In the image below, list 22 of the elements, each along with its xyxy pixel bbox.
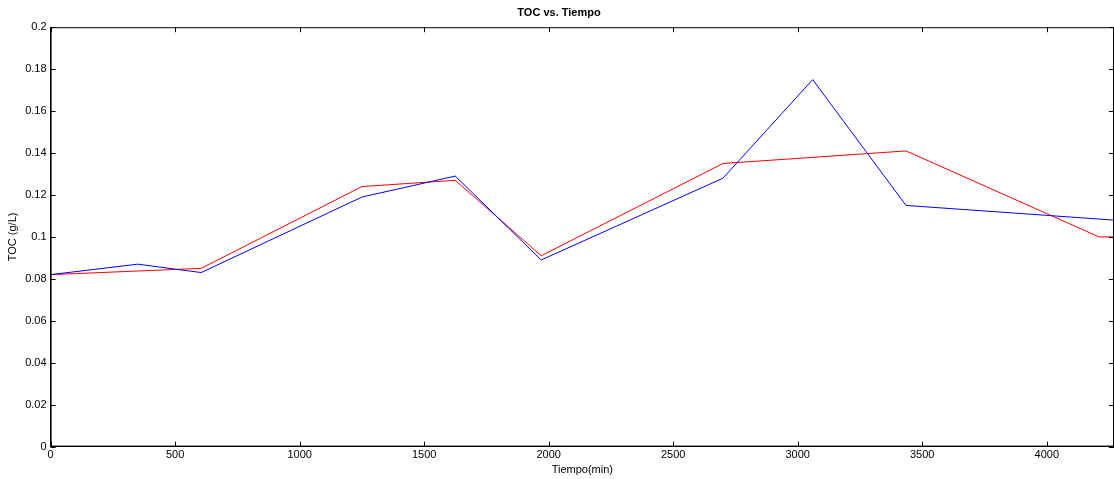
x-axis-title: Tiempo(min) (551, 463, 613, 476)
x-tick-label: 3500 (910, 448, 935, 461)
x-tick-label: 2000 (536, 448, 561, 461)
y-axis-title: TOC (g/L) (5, 212, 18, 262)
x-tick-label: 500 (165, 448, 185, 461)
x-tick-label: 2500 (660, 448, 686, 461)
x-tick-label: 4000 (1034, 448, 1059, 461)
y-tick-label: 0.12 (25, 187, 47, 200)
y-tick-label: 0.02 (25, 397, 47, 410)
chart-title: TOC vs. Tiempo (517, 5, 601, 18)
x-tick-label: 1000 (287, 448, 312, 461)
y-tick-label: 0.1 (31, 229, 47, 242)
x-tick-label: 1500 (411, 448, 437, 461)
y-tick-label: 0.04 (25, 355, 47, 368)
y-tick-label: 0 (40, 439, 47, 452)
y-tick-label: 0.18 (25, 62, 47, 75)
y-tick-label: 0.2 (31, 20, 47, 33)
y-tick-label: 0.08 (25, 271, 47, 284)
y-tick-label: 0.16 (25, 104, 47, 117)
y-tick-label: 0.14 (25, 146, 47, 159)
x-tick-label: 3000 (785, 448, 810, 461)
y-tick-label: 0.06 (25, 313, 47, 326)
